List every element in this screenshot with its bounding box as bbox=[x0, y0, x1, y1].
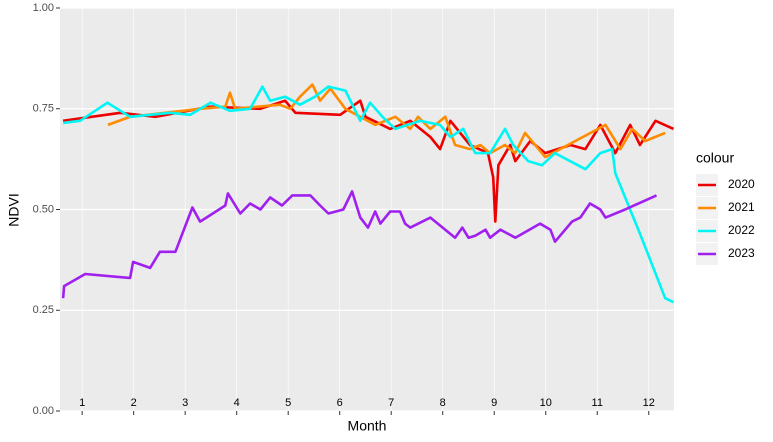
y-tick-label: 1.00 bbox=[33, 2, 54, 14]
y-tick-label: 0.75 bbox=[33, 103, 54, 115]
y-tick-label: 0.50 bbox=[33, 203, 54, 215]
x-tick-label: 4 bbox=[234, 397, 240, 409]
x-tick-label: 8 bbox=[440, 397, 446, 409]
series-line bbox=[62, 85, 675, 304]
series-line bbox=[61, 190, 658, 299]
x-tick-label: 10 bbox=[540, 397, 552, 409]
x-tick-label: 3 bbox=[182, 397, 188, 409]
legend-label: 2022 bbox=[728, 223, 755, 237]
x-tick-label: 7 bbox=[388, 397, 394, 409]
x-tick-label: 12 bbox=[643, 397, 655, 409]
x-tick-label: 5 bbox=[285, 397, 291, 409]
y-tick-label: 0.25 bbox=[33, 304, 54, 316]
x-tick-label: 2 bbox=[131, 397, 137, 409]
legend-label: 2023 bbox=[728, 246, 755, 260]
legend-title: colour bbox=[696, 150, 734, 166]
y-axis-title: NDVI bbox=[6, 193, 22, 226]
legend-label: 2021 bbox=[728, 200, 755, 214]
legend-label: 2020 bbox=[728, 177, 755, 191]
x-tick-label: 1 bbox=[79, 397, 85, 409]
x-tick-label: 6 bbox=[337, 397, 343, 409]
x-tick-label: 11 bbox=[592, 397, 603, 409]
x-tick-label: 9 bbox=[491, 397, 497, 409]
y-tick-label: 0.00 bbox=[33, 405, 54, 417]
x-axis-title: Month bbox=[348, 418, 387, 434]
